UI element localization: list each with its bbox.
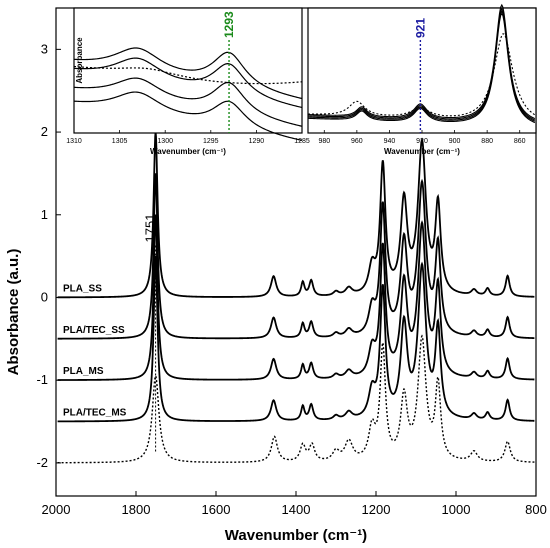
y-tick-label: 2	[41, 124, 48, 139]
inset-x-axis-label: Wavenumber (cm⁻¹)	[150, 147, 226, 156]
inset-y-axis-label: Absorbance	[75, 37, 84, 84]
inset-x-tick-label: 860	[514, 138, 526, 145]
x-tick-label: 1000	[442, 502, 471, 517]
spectrum-line-dotted	[57, 334, 535, 464]
inset-x-tick-label: 880	[481, 138, 493, 145]
spectrum-line	[57, 131, 535, 299]
inset-right-plot: 980 960 940 920 900 880 860 Wavenumber (cm⁻¹) 92…	[307, 3, 537, 156]
inset-x-tick-label: 1290	[249, 138, 265, 145]
y-axis-label: Absorbance (a.u.)	[5, 249, 22, 376]
x-axis-label: Wavenumber (cm⁻¹)	[225, 527, 367, 544]
x-tick-label: 2000	[42, 502, 71, 517]
inset-x-tick-label: 1285	[294, 138, 310, 145]
x-tick-label: 1400	[282, 502, 311, 517]
inset-x-tick-label: 940	[384, 138, 396, 145]
y-tick-label: -1	[36, 372, 48, 387]
spectrum-line	[57, 255, 535, 423]
x-tick-label: 1800	[122, 502, 151, 517]
y-tick-label: 0	[41, 289, 48, 304]
inset-x-tick-label: 1310	[66, 138, 82, 145]
y-tick-label: 3	[41, 41, 48, 56]
inset-peak-annotation-label: 1293	[222, 11, 236, 38]
inset-x-tick-label: 980	[318, 138, 330, 145]
series-label: PLA_SS	[63, 283, 102, 294]
series-label: PLA/TEC_SS	[63, 325, 125, 336]
inset-peak-annotation-label: 921	[413, 18, 427, 38]
inset-x-tick-label: 920	[416, 138, 428, 145]
main-plot: 2000 1800 1600 1400 1200 1000 800 -2 -1 0 1 2 3 Waven…	[5, 7, 547, 544]
series-label: PLA/TEC_MS	[63, 408, 127, 419]
peak-annotation-label: 1751	[143, 214, 158, 243]
inset-spectrum-line	[73, 77, 303, 127]
y-tick-label: -2	[36, 455, 48, 470]
inset-spectrum-line	[73, 57, 303, 109]
inset-x-tick-label: 960	[351, 138, 363, 145]
inset-x-tick-label: 1305	[112, 138, 128, 145]
series-label: PLA_MS	[63, 366, 104, 377]
x-tick-label: 1600	[202, 502, 231, 517]
spectrum-line	[57, 214, 535, 381]
inset-left-plot: 1310 1305 1300 1295 1290 1285 Wavenumber (cm⁻¹…	[66, 7, 310, 156]
inset-spectrum-line	[73, 47, 303, 100]
x-tick-label: 1200	[362, 502, 391, 517]
y-tick-label: 1	[41, 207, 48, 222]
inset-spectrum-line	[73, 91, 303, 141]
spectrum-line	[57, 173, 535, 340]
x-tick-label: 800	[525, 502, 547, 517]
inset-spectrum-line	[307, 12, 536, 124]
inset-x-axis-label: Wavenumber (cm⁻¹)	[384, 147, 460, 156]
inset-x-tick-label: 1300	[157, 138, 173, 145]
inset-x-tick-label: 900	[449, 138, 461, 145]
inset-x-tick-label: 1295	[203, 138, 219, 145]
